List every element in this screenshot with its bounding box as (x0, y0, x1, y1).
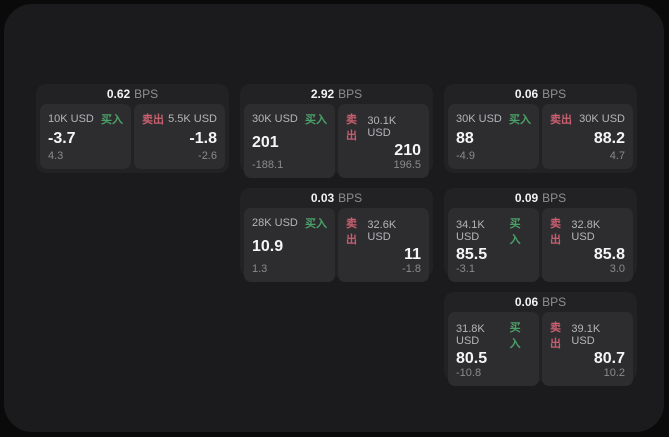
sell-change: 3.0 (609, 263, 625, 275)
quote-card: 0.09 BPS 34.1K USD 买入 85.5 -3.1 卖出 32.8K… (444, 188, 637, 282)
spread-unit: BPS (542, 87, 567, 101)
buy-size: 31.8K USD (456, 323, 485, 347)
spread-value: 0.09 (514, 191, 539, 205)
sell-size: 32.6K USD (367, 219, 397, 243)
sell-size: 30.1K USD (367, 115, 397, 139)
buy-price: 201 (252, 134, 279, 151)
sell-price: 11 (404, 246, 421, 263)
buy-panel[interactable]: 34.1K USD 买入 85.5 -3.1 (448, 208, 539, 282)
quote-body: 31.8K USD 买入 80.5 -10.8 卖出 39.1K USD 80.… (448, 312, 633, 386)
sell-change: 4.7 (609, 150, 625, 162)
sell-price: 85.8 (593, 246, 625, 263)
buy-price: 88 (456, 129, 474, 147)
spread-unit: BPS (134, 87, 159, 101)
sell-label: 卖出 (142, 114, 164, 126)
buy-price: 85.5 (456, 246, 488, 263)
buy-label: 买入 (509, 322, 521, 350)
sell-change: 10.2 (603, 367, 625, 379)
buy-label: 买入 (509, 218, 521, 246)
buy-size: 10K USD (48, 113, 94, 125)
buy-panel[interactable]: 31.8K USD 买入 80.5 -10.8 (448, 312, 539, 386)
sell-change: -2.6 (198, 150, 217, 162)
sell-panel[interactable]: 卖出 30.1K USD 210 196.5 (338, 104, 429, 178)
sell-change: -1.8 (402, 263, 421, 275)
spread-value: 0.03 (310, 191, 335, 205)
buy-panel[interactable]: 30K USD 买入 88 -4.9 (448, 104, 539, 169)
quote-body: 34.1K USD 买入 85.5 -3.1 卖出 32.8K USD 85.8… (448, 208, 633, 282)
spread-value: 2.92 (310, 87, 335, 101)
sell-change: 196.5 (393, 159, 421, 171)
buy-size: 34.1K USD (456, 219, 485, 243)
sell-price: 88.2 (593, 129, 625, 147)
quote-body: 28K USD 买入 10.9 1.3 卖出 32.6K USD 11 -1.8 (244, 208, 429, 282)
buy-panel[interactable]: 10K USD 买入 -3.7 4.3 (40, 104, 131, 169)
buy-price: 10.9 (252, 238, 284, 255)
quote-card: 0.03 BPS 28K USD 买入 10.9 1.3 卖出 32.6K US… (240, 188, 433, 282)
buy-size: 30K USD (252, 113, 298, 125)
sell-size: 5.5K USD (168, 113, 217, 125)
main-panel: 0.62 BPS 10K USD 买入 -3.7 4.3 卖出 5.5K USD (4, 4, 664, 432)
spread-header: 0.06 BPS (448, 292, 633, 312)
buy-price: 80.5 (456, 350, 488, 367)
buy-label: 买入 (509, 114, 531, 126)
buy-label: 买入 (305, 218, 327, 230)
buy-change: 4.3 (48, 150, 64, 162)
buy-panel[interactable]: 30K USD 买入 201 -188.1 (244, 104, 335, 178)
sell-label: 卖出 (550, 322, 561, 350)
sell-label: 卖出 (550, 114, 572, 126)
buy-panel[interactable]: 28K USD 买入 10.9 1.3 (244, 208, 335, 282)
quote-body: 10K USD 买入 -3.7 4.3 卖出 5.5K USD -1.8 -2.… (40, 104, 225, 169)
sell-size: 39.1K USD (571, 323, 601, 347)
sell-price: 80.7 (593, 350, 625, 367)
sell-label: 卖出 (346, 218, 357, 246)
spread-value: 0.06 (514, 295, 539, 309)
sell-label: 卖出 (346, 114, 357, 142)
buy-change: -4.9 (456, 150, 475, 162)
quote-card: 2.92 BPS 30K USD 买入 201 -188.1 卖出 30.1K … (240, 84, 433, 178)
quote-body: 30K USD 买入 88 -4.9 卖出 30K USD 88.2 4.7 (448, 104, 633, 169)
buy-change: -188.1 (252, 159, 284, 171)
sell-panel[interactable]: 卖出 39.1K USD 80.7 10.2 (542, 312, 633, 386)
buy-change: -10.8 (456, 367, 482, 379)
quote-body: 30K USD 买入 201 -188.1 卖出 30.1K USD 210 1… (244, 104, 429, 178)
buy-change: 1.3 (252, 263, 268, 275)
sell-size: 30K USD (579, 113, 625, 125)
buy-size: 28K USD (252, 217, 298, 229)
sell-panel[interactable]: 卖出 32.8K USD 85.8 3.0 (542, 208, 633, 282)
spread-header: 0.62 BPS (40, 84, 225, 104)
spread-value: 0.62 (106, 87, 131, 101)
sell-label: 卖出 (550, 218, 561, 246)
spread-header: 0.03 BPS (244, 188, 429, 208)
spread-unit: BPS (542, 191, 567, 205)
sell-size: 32.8K USD (571, 219, 601, 243)
quote-card: 0.06 BPS 31.8K USD 买入 80.5 -10.8 卖出 39.1… (444, 292, 637, 386)
spread-value: 0.06 (514, 87, 539, 101)
sell-price: -1.8 (189, 129, 217, 147)
spread-unit: BPS (338, 191, 363, 205)
spread-header: 0.09 BPS (448, 188, 633, 208)
spread-unit: BPS (542, 295, 567, 309)
sell-panel[interactable]: 卖出 30K USD 88.2 4.7 (542, 104, 633, 169)
buy-change: -3.1 (456, 263, 475, 275)
quote-cards-grid: 0.62 BPS 10K USD 买入 -3.7 4.3 卖出 5.5K USD (36, 84, 637, 386)
buy-label: 买入 (101, 114, 123, 126)
spread-unit: BPS (338, 87, 363, 101)
buy-price: -3.7 (48, 129, 76, 147)
spread-header: 0.06 BPS (448, 84, 633, 104)
sell-panel[interactable]: 卖出 32.6K USD 11 -1.8 (338, 208, 429, 282)
sell-price: 210 (394, 142, 421, 159)
spread-header: 2.92 BPS (244, 84, 429, 104)
sell-panel[interactable]: 卖出 5.5K USD -1.8 -2.6 (134, 104, 225, 169)
quote-card: 0.62 BPS 10K USD 买入 -3.7 4.3 卖出 5.5K USD (36, 84, 229, 173)
quote-card: 0.06 BPS 30K USD 买入 88 -4.9 卖出 30K USD (444, 84, 637, 173)
buy-size: 30K USD (456, 113, 502, 125)
buy-label: 买入 (305, 114, 327, 126)
